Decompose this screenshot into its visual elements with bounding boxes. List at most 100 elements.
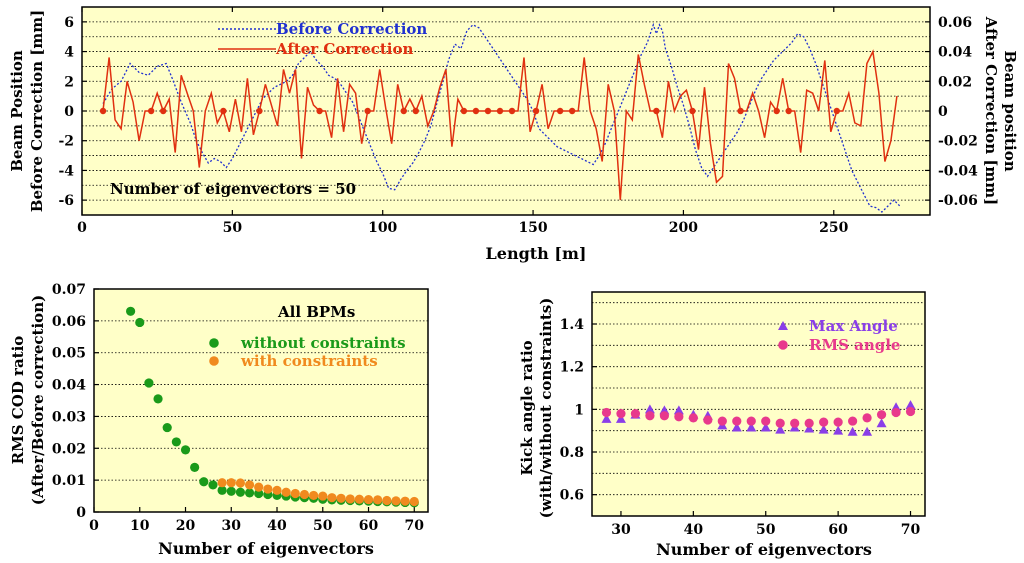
point-without-constraints — [135, 317, 145, 328]
point-without-constraints — [162, 422, 172, 433]
top-yl-tick-label: -4 — [58, 163, 74, 179]
point-rms-angle — [804, 418, 814, 428]
legend-without-label: without constraints — [240, 334, 406, 352]
point-with-constraints — [363, 494, 374, 505]
point-rms-angle — [819, 417, 829, 427]
bl-y-tick-label: 0 — [76, 505, 86, 521]
point-with-constraints — [263, 484, 273, 494]
br-ticks: 30 40 50 60 70 0.6 0.8 1 1.2 1.4 — [560, 317, 921, 538]
br-xlabel: Number of eigenvectors — [656, 540, 872, 559]
point-rms-angle — [775, 418, 785, 428]
series-before-correction-line — [102, 22, 901, 213]
point-max-angle — [760, 422, 771, 432]
top-ylabel-right-line2: After Correction [mm] — [982, 16, 1000, 206]
top-x-tick-label: 0 — [77, 220, 87, 236]
top-yr-tick-label: -0.04 — [938, 163, 978, 179]
rms-cod-ratio-chart: 0 10 20 30 40 50 60 70 0 0.01 0.02 0.03 0.04 0.05 0.06… — [9, 282, 429, 558]
legend-with-marker — [209, 356, 219, 366]
point-with-constraints — [235, 478, 246, 488]
after-correction-point — [785, 107, 792, 115]
br-y-tick-label: 1 — [574, 402, 584, 418]
top-ylabel-right-line1: Beam position — [1001, 50, 1019, 171]
point-with-constraints — [382, 495, 392, 506]
point-max-angle — [847, 426, 858, 436]
bl-y-tick-label: 0.04 — [52, 378, 86, 394]
top-x-tick-label: 50 — [223, 220, 243, 236]
bl-xlabel: Number of eigenvectors — [158, 539, 374, 558]
point-rms-angle — [876, 410, 887, 420]
point-max-angle — [615, 413, 626, 423]
point-without-constraints — [235, 487, 246, 497]
point-rms-angle — [732, 416, 742, 426]
after-correction-point — [532, 107, 540, 115]
bl-y-tick-label: 0.01 — [52, 473, 86, 489]
bl-x-tick-label: 70 — [405, 518, 425, 534]
br-plot-area — [591, 291, 926, 517]
br-x-tick-label: 30 — [611, 522, 631, 538]
top-ylabel-left-line2: Before Correction [mm] — [28, 10, 46, 212]
point-without-constraints — [144, 378, 154, 388]
br-y-tick-label: 1.2 — [560, 360, 584, 376]
top-ylabel-right: Beam position After Correction [mm] — [982, 16, 1019, 206]
point-max-angle — [862, 426, 873, 436]
top-ylabel-left: Beam Position Before Correction [mm] — [8, 10, 46, 212]
point-with-constraints — [318, 491, 328, 501]
top-yl-tick-label: 2 — [64, 74, 74, 90]
bl-y-tick-label: 0.02 — [52, 441, 86, 457]
point-rms-angle — [746, 416, 756, 426]
top-yl-tick-label: -2 — [58, 134, 74, 150]
point-max-angle — [644, 404, 655, 414]
point-rms-angle — [862, 413, 872, 423]
top-annotation: Number of eigenvectors = 50 — [110, 180, 356, 198]
point-max-angle — [601, 413, 612, 423]
after-correction-point — [773, 107, 780, 115]
point-rms-angle — [790, 418, 800, 428]
point-max-angle — [804, 423, 815, 433]
top-yr-tick-label: -0.06 — [938, 193, 978, 209]
br-gridlines — [592, 302, 925, 496]
after-correction-point — [508, 107, 516, 115]
point-rms-angle — [674, 412, 684, 422]
top-yl-tick-label: 0 — [64, 104, 74, 120]
bl-legend: without constraints with constraints — [209, 334, 406, 370]
bl-y-tick-label: 0.06 — [52, 314, 86, 330]
point-with-constraints — [226, 478, 236, 488]
point-rms-angle — [688, 413, 698, 423]
top-legend: Before Correction After Correction — [218, 20, 427, 58]
point-rms-angle — [717, 416, 727, 426]
point-rms-angle — [905, 406, 916, 417]
point-without-constraints — [126, 306, 136, 316]
point-rms-angle — [848, 416, 858, 426]
point-without-constraints — [244, 488, 255, 498]
point-without-constraints — [190, 462, 200, 472]
point-with-constraints — [217, 478, 227, 488]
after-correction-point — [400, 107, 407, 115]
after-correction-point — [256, 107, 263, 115]
point-with-constraints — [409, 496, 419, 507]
point-rms-angle — [703, 415, 713, 425]
top-series — [99, 22, 901, 213]
br-x-tick-label: 40 — [684, 522, 704, 538]
after-correction-point — [220, 107, 227, 115]
beam-position-chart: 0 50 100 150 200 250 6 4 2 0 -2 -4 -6 0.06 0.04 0.02 0 -0… — [8, 6, 1019, 263]
point-with-constraints — [345, 494, 355, 504]
point-max-angle — [731, 422, 742, 432]
point-with-constraints — [290, 488, 300, 499]
point-max-angle — [876, 418, 887, 428]
legend-before-label: Before Correction — [276, 20, 427, 38]
point-with-constraints — [336, 493, 346, 503]
top-yl-tick-label: 6 — [64, 15, 74, 31]
point-with-constraints — [254, 482, 264, 492]
point-without-constraints — [153, 394, 163, 404]
top-yl-tick-label: -6 — [58, 193, 74, 209]
br-ylabel-line1: Kick angle ratio — [518, 340, 536, 475]
point-with-constraints — [373, 495, 383, 505]
bl-x-tick-label: 10 — [130, 518, 150, 534]
point-max-angle — [673, 405, 684, 415]
point-max-angle — [833, 425, 844, 435]
legend-without-marker — [209, 338, 219, 348]
bl-y-tick-label: 0.05 — [52, 346, 86, 362]
top-yr-tick-label: 0 — [938, 104, 948, 120]
bl-x-tick-label: 60 — [359, 518, 379, 534]
after-correction-point — [556, 107, 564, 115]
